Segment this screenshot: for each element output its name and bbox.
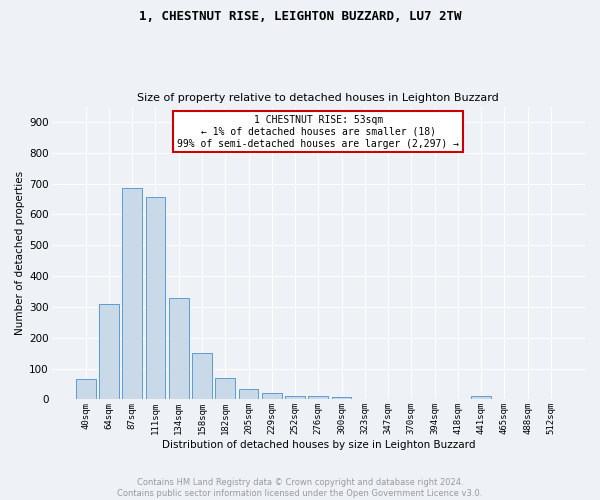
Bar (262, 394, 281, 400)
Bar (192, 352, 212, 400)
Bar (146, 198, 166, 400)
Text: 1 CHESTNUT RISE: 53sqm
← 1% of detached houses are smaller (18)
99% of semi-deta: 1 CHESTNUT RISE: 53sqm ← 1% of detached … (177, 116, 459, 148)
Bar (285, 396, 305, 400)
Bar (76, 380, 95, 400)
Text: 1, CHESTNUT RISE, LEIGHTON BUZZARD, LU7 2TW: 1, CHESTNUT RISE, LEIGHTON BUZZARD, LU7 … (139, 10, 461, 23)
Bar (471, 396, 491, 400)
Bar (99, 304, 119, 400)
Bar (215, 378, 235, 400)
Bar (308, 396, 328, 400)
Text: Contains HM Land Registry data © Crown copyright and database right 2024.
Contai: Contains HM Land Registry data © Crown c… (118, 478, 482, 498)
Bar (122, 188, 142, 400)
Bar (239, 389, 259, 400)
X-axis label: Distribution of detached houses by size in Leighton Buzzard: Distribution of detached houses by size … (161, 440, 475, 450)
Title: Size of property relative to detached houses in Leighton Buzzard: Size of property relative to detached ho… (137, 93, 499, 103)
Y-axis label: Number of detached properties: Number of detached properties (15, 171, 25, 335)
Bar (169, 298, 188, 400)
Bar (332, 397, 352, 400)
